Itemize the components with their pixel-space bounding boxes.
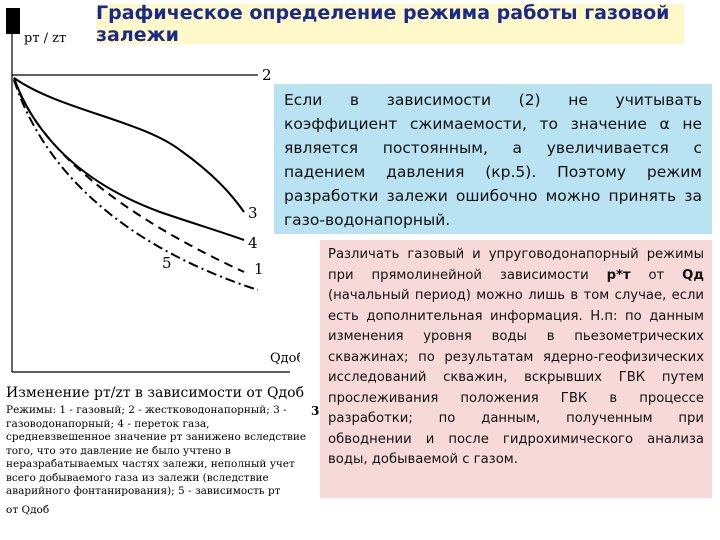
pink-note-text-before: Различать газовый и упруговодонапорный р… <box>328 247 704 283</box>
blue-note-text: Если в зависимости (2) не учитывать коэф… <box>284 91 702 229</box>
x-axis-label: Qдоб <box>270 351 300 366</box>
curve-4 <box>13 77 245 241</box>
caption-tail: от Qдоб <box>6 503 50 516</box>
curve-dashed <box>13 79 245 273</box>
curve-3 <box>13 77 245 213</box>
y-axis-arrow <box>8 16 16 26</box>
pink-note-text-after: (начальный период) можно лишь в том случ… <box>328 288 704 467</box>
pink-note-box: Различать газовый и упруговодонапорный р… <box>320 240 712 498</box>
blue-note-box: Если в зависимости (2) не учитывать коэф… <box>274 84 712 234</box>
y-axis-label: pт / zт <box>24 31 66 46</box>
figure-caption: Изменение pт/zт в зависимости от Qдоб Ре… <box>6 384 316 517</box>
caption-stray-digit: 3 <box>311 404 320 418</box>
curve-label-2: 2 <box>262 66 272 84</box>
slide-title: Графическое определение режима работы га… <box>96 2 684 46</box>
curve-label-5: 5 <box>162 254 172 272</box>
curve-label-4: 4 <box>248 234 258 252</box>
pressure-chart: pт / zт Qдоб 2 3 4 5 1 <box>8 16 300 373</box>
caption-body: Режимы: 1 - газовый; 2 - жестководонапор… <box>6 404 307 497</box>
curve-label-3: 3 <box>248 204 258 222</box>
pink-note-q-symbol: Qд <box>682 267 704 283</box>
curve-label-1: 1 <box>254 260 264 278</box>
caption-title: Изменение pт/zт в зависимости от Qдоб <box>6 385 304 401</box>
curve-dash-dot <box>13 79 259 291</box>
pink-note-text-middle: от <box>630 267 683 283</box>
pink-note-p-symbol: р*т <box>606 267 631 283</box>
